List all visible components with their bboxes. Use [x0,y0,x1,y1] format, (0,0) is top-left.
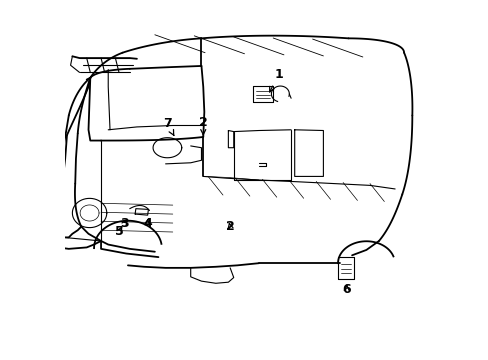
Text: 4: 4 [143,217,152,230]
Text: 2: 2 [199,116,207,135]
Text: 3: 3 [120,217,128,230]
Text: 7: 7 [163,117,174,135]
Text: 1: 1 [269,68,283,92]
Text: 6: 6 [342,283,350,296]
Text: 5: 5 [115,225,124,238]
Text: 2: 2 [225,220,234,233]
